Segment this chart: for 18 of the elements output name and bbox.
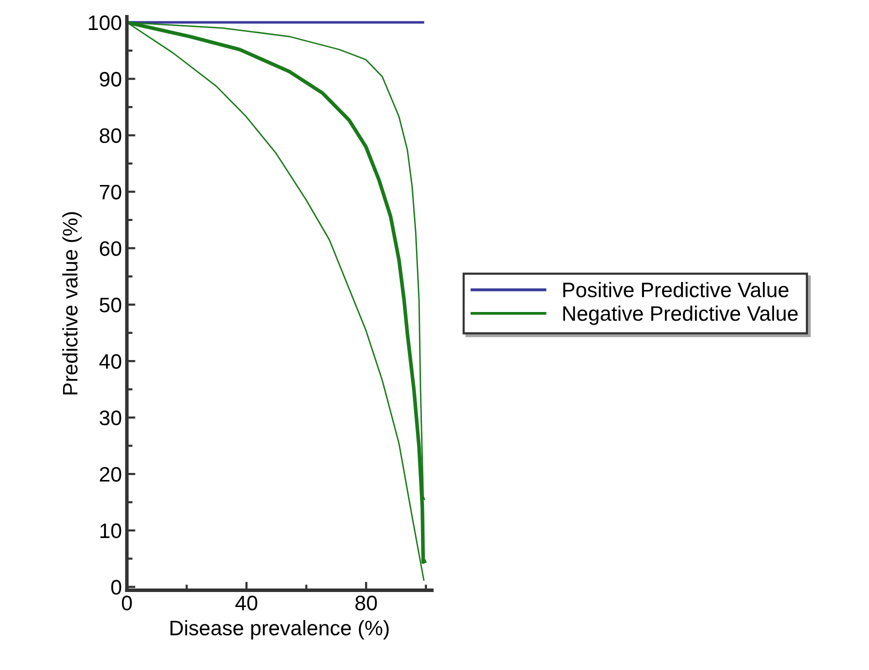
y-tick-label: 20	[100, 466, 122, 482]
x-tick-label: 80	[355, 596, 377, 610]
y-tick-label: 30	[100, 410, 122, 426]
x-tick-label: 40	[235, 596, 258, 610]
legend-label: Negative Predictive Value	[563, 306, 798, 326]
y-tick-label: 0	[111, 580, 122, 595]
legend-label: Positive Predictive Value	[563, 282, 788, 298]
y-tick-label: 10	[100, 523, 122, 538]
y-tick-label: 80	[100, 128, 122, 144]
y-tick-label: 50	[100, 298, 122, 312]
y-tick-label: 40	[99, 354, 122, 369]
y-axis-title: Predictive value (%)	[62, 212, 82, 394]
y-tick-label: 100	[88, 15, 122, 30]
y-tick-label: 60	[100, 241, 122, 256]
x-tick-label: 0	[122, 596, 132, 610]
y-tick-label: 90	[100, 72, 122, 87]
y-tick-label: 70	[100, 184, 122, 200]
x-axis-title: Disease prevalence (%)	[170, 620, 389, 640]
